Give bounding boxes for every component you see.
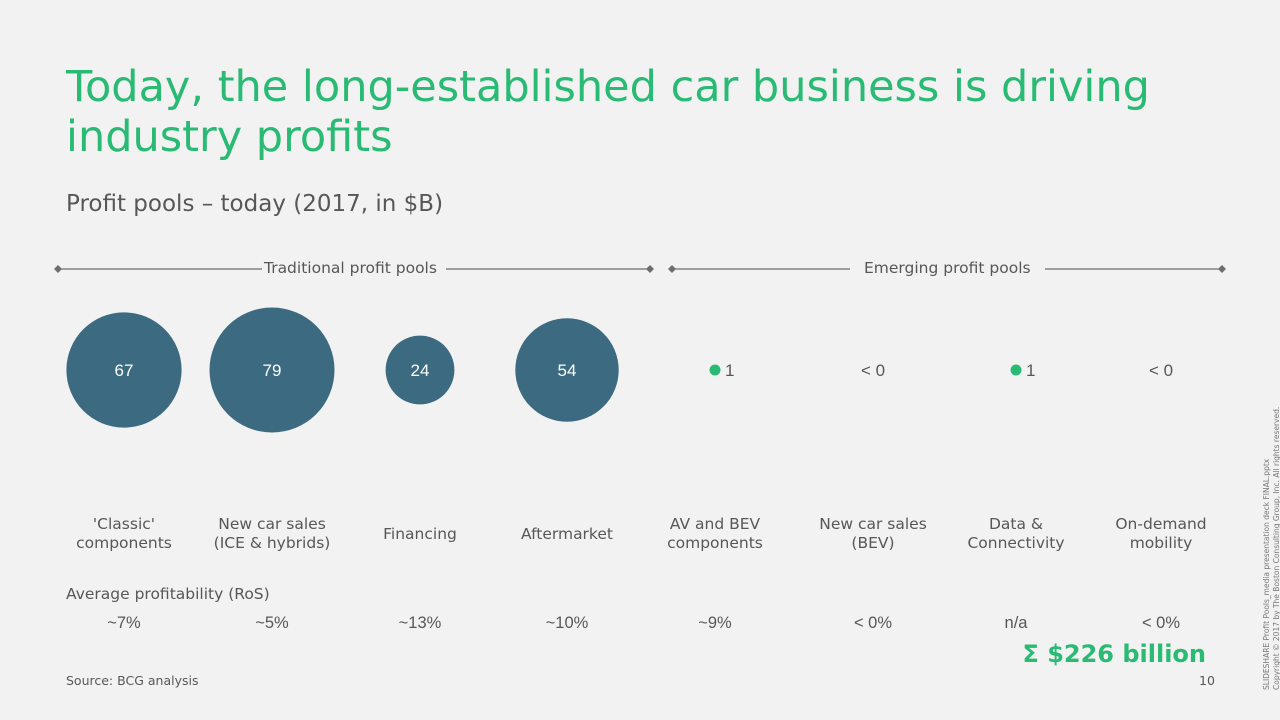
profitability-value: n/a — [1004, 614, 1028, 632]
bracket-end-marker — [54, 265, 62, 273]
category-label-line: 'Classic' — [92, 515, 156, 533]
category-label-line: components — [667, 534, 763, 552]
category-label-line: AV and BEV — [669, 515, 761, 533]
side-note-file: SLIDESHARE Profit Pools_media presentati… — [1262, 458, 1271, 690]
category-label: Financing — [345, 514, 495, 554]
bubble-value-label: 1 — [1026, 361, 1035, 380]
bubble-value-label: < 0 — [1149, 361, 1173, 380]
category-label-line: Data & — [988, 515, 1044, 533]
profitability-value: ~13% — [398, 614, 442, 632]
category-label: New car sales (BEV) — [798, 514, 948, 554]
section-label-traditional: Traditional profit pools — [262, 259, 439, 277]
section-label-emerging: Emerging profit pools — [862, 259, 1033, 277]
source-note: Source: BCG analysis — [66, 673, 199, 688]
category-label-line: New car sales — [218, 515, 326, 533]
category-label-line: On-demand — [1115, 515, 1207, 533]
chart-subtitle: Profit pools – today (2017, in $B) — [66, 191, 444, 217]
category-label: Data & Connectivity — [941, 514, 1091, 554]
bubble — [385, 335, 455, 405]
bubble-small — [1010, 364, 1022, 376]
category-label-line: (BEV) — [851, 534, 895, 552]
category-label: Aftermarket — [492, 514, 642, 554]
category-label: AV and BEV components — [640, 514, 790, 554]
page-number: 10 — [1199, 673, 1215, 688]
total-sum: Σ $226 billion — [1022, 640, 1206, 668]
bubble — [209, 307, 335, 433]
profitability-value: ~10% — [545, 614, 589, 632]
page-title: Today, the long-established car business… — [66, 62, 1150, 162]
bubbles-layer: 67 79 24 54 1 < 0 1 < 0 — [66, 307, 1173, 433]
category-label: 'Classic' components — [49, 514, 199, 554]
category-label-line: Financing — [383, 524, 457, 543]
bubble-small — [709, 364, 721, 376]
category-label-line: Connectivity — [967, 534, 1065, 552]
category-label: New car sales (ICE & hybrids) — [197, 514, 347, 554]
bubble-value-label: 24 — [411, 361, 430, 380]
bubble — [515, 318, 619, 422]
profitability-title: Average profitability (RoS) — [66, 585, 270, 603]
profitability-value: < 0% — [1141, 614, 1181, 632]
bubble-value-label: 1 — [725, 361, 734, 380]
bracket-end-marker — [668, 265, 676, 273]
bubble-value-label: 79 — [263, 361, 282, 380]
bracket-end-marker — [646, 265, 654, 273]
bubble-value-label: 54 — [558, 361, 577, 380]
profitability-value: ~5% — [255, 614, 289, 632]
category-label: On-demand mobility — [1086, 514, 1236, 554]
side-note-copyright: Copyright © 2017 by The Boston Consultin… — [1272, 406, 1280, 690]
category-label-line: components — [76, 534, 172, 552]
side-note: SLIDESHARE Profit Pools_media presentati… — [1262, 407, 1280, 690]
profitability-value: < 0% — [853, 614, 893, 632]
bubble — [66, 312, 182, 428]
bubble-value-label: 67 — [115, 361, 134, 380]
profitability-value: ~7% — [107, 614, 141, 632]
profitability-value: ~9% — [698, 614, 732, 632]
bracket-end-marker — [1218, 265, 1226, 273]
category-label-line: mobility — [1129, 534, 1193, 552]
category-label-line: Aftermarket — [521, 524, 613, 543]
category-label-line: (ICE & hybrids) — [213, 534, 331, 552]
bubble-value-label: < 0 — [861, 361, 885, 380]
category-label-line: New car sales — [819, 515, 927, 533]
